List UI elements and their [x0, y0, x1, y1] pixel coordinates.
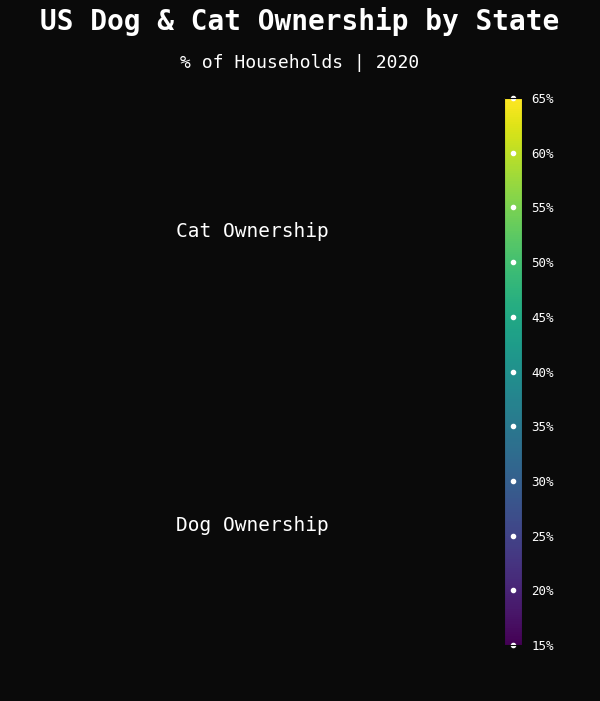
Text: US Dog & Cat Ownership by State: US Dog & Cat Ownership by State: [40, 6, 560, 36]
Text: Dog Ownership: Dog Ownership: [176, 516, 328, 536]
Text: % of Households | 2020: % of Households | 2020: [181, 54, 419, 72]
Text: Cat Ownership: Cat Ownership: [176, 222, 328, 241]
